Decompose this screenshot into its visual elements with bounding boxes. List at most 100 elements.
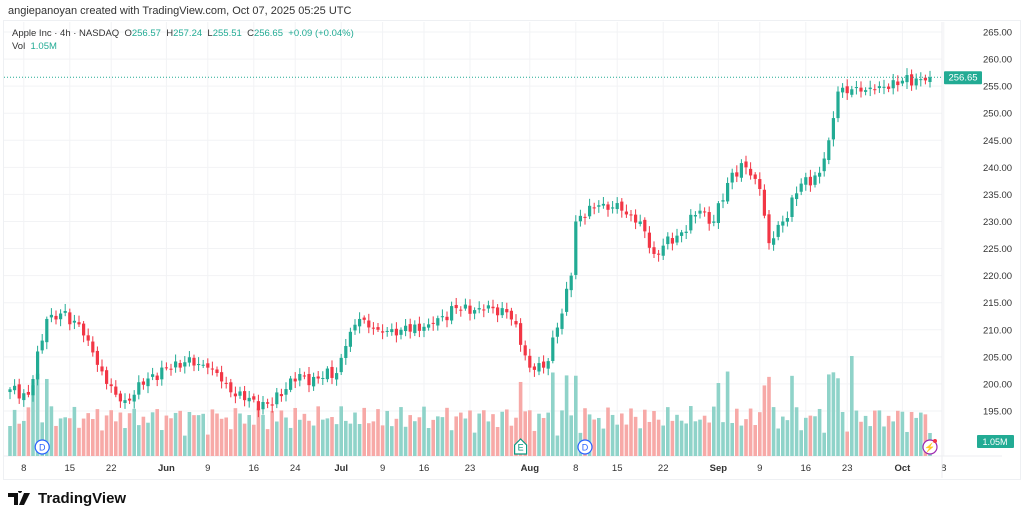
candle-body [358, 318, 362, 327]
y-tick-label: 260.00 [983, 55, 1012, 66]
volume-bar [431, 419, 435, 456]
news-dot-icon [933, 439, 937, 443]
volume-bar [256, 408, 261, 456]
candle-body [491, 306, 495, 309]
candle-body [703, 211, 707, 213]
candle-body [767, 214, 771, 244]
candle-body [560, 313, 564, 329]
candle-body [261, 402, 265, 410]
volume-bar [900, 411, 905, 456]
candle-body [730, 172, 734, 183]
volume-bar [909, 411, 914, 456]
volume-bar [137, 425, 141, 456]
volume-bar [178, 410, 182, 456]
close-value: 256.65 [253, 28, 283, 39]
volume-bar [362, 407, 366, 456]
event-marker-news[interactable]: ⚡ [922, 439, 938, 455]
candle-body [215, 369, 219, 374]
candle-body [643, 219, 647, 232]
low-label: L [207, 28, 213, 39]
price-chart[interactable]: 265.00 260.00 255.00 250.00 245.00 240.00 235.… [0, 0, 1024, 480]
candle-body [841, 87, 845, 93]
volume-bar [583, 408, 587, 456]
volume-bar [224, 417, 228, 456]
volume-bar [592, 419, 596, 456]
candle-body [247, 397, 251, 402]
candle-body [413, 324, 417, 334]
volume-bar [288, 427, 293, 456]
candle-body [95, 350, 99, 365]
volume-bar [495, 426, 500, 456]
low-value: 255.51 [212, 28, 242, 39]
volume-bar [26, 407, 31, 456]
volume-bar [169, 418, 173, 456]
event-marker-dividend[interactable]: D [577, 439, 593, 455]
volume-bar [275, 421, 279, 456]
volume-bar [413, 421, 417, 456]
candle-body [818, 172, 822, 177]
volume-bar [776, 428, 780, 456]
volume-bar [698, 419, 702, 456]
y-tick-label: 215.00 [983, 298, 1012, 309]
volume-bar [827, 374, 831, 456]
x-tick-label: 24 [290, 463, 301, 474]
event-marker-earnings[interactable]: E [514, 438, 528, 455]
volume-bar [187, 411, 192, 456]
candle-body [638, 221, 642, 225]
candle-body [647, 232, 651, 248]
symbol-name[interactable]: Apple Inc · 4h · NASDAQ [12, 28, 120, 39]
candle-body [151, 374, 155, 377]
volume-bar [541, 417, 546, 456]
candle-body [496, 307, 500, 316]
volume-bar [725, 371, 730, 456]
candle-body [629, 214, 633, 216]
volume-bar [118, 412, 123, 456]
candle-body [721, 200, 725, 202]
x-tick-label: 16 [249, 463, 260, 474]
candle-body [408, 324, 412, 332]
candle-body [243, 391, 247, 401]
candle-body [293, 378, 297, 382]
candle-body [624, 211, 628, 215]
candle-body [77, 322, 81, 325]
candle-body [822, 158, 826, 172]
volume-bar [629, 408, 633, 456]
volume-bar [252, 424, 256, 456]
tradingview-logo[interactable]: TradingView [8, 490, 126, 507]
candle-body [887, 86, 891, 89]
volume-bar [564, 375, 569, 456]
volume-bar [459, 412, 463, 456]
candle-body [123, 400, 127, 403]
candle-body [542, 361, 546, 368]
volume-bar [569, 415, 573, 456]
volume-bar [316, 406, 320, 456]
event-marker-dividend[interactable]: D [34, 439, 50, 455]
x-tick-label: 8 [573, 463, 578, 474]
volume-bar [661, 425, 665, 456]
x-tick-label: 8 [21, 463, 26, 474]
candle-body [72, 320, 76, 323]
volume-bar [454, 416, 458, 456]
y-tick-label: 230.00 [983, 217, 1012, 228]
volume-bar [606, 407, 610, 456]
candle-body [500, 308, 504, 316]
candle-body [910, 74, 914, 86]
volume-bar [712, 406, 716, 456]
y-tick-label: 245.00 [983, 136, 1012, 147]
y-tick-label: 210.00 [983, 325, 1012, 336]
volume-bar [896, 410, 900, 456]
candle-body [289, 378, 293, 390]
volume-bar [735, 408, 739, 456]
volume-bar [762, 385, 767, 456]
candle-body [597, 205, 601, 207]
volume-bar [422, 406, 426, 456]
x-tick-label: 15 [65, 463, 76, 474]
volume-bar [270, 411, 274, 456]
volume-bar [518, 381, 523, 456]
volume-bar [523, 411, 527, 456]
candle-body [611, 207, 615, 209]
candle-body [716, 203, 720, 223]
candle-body [804, 177, 808, 185]
x-tick-label: 8 [941, 463, 946, 474]
last-volume-badge [977, 435, 1014, 448]
